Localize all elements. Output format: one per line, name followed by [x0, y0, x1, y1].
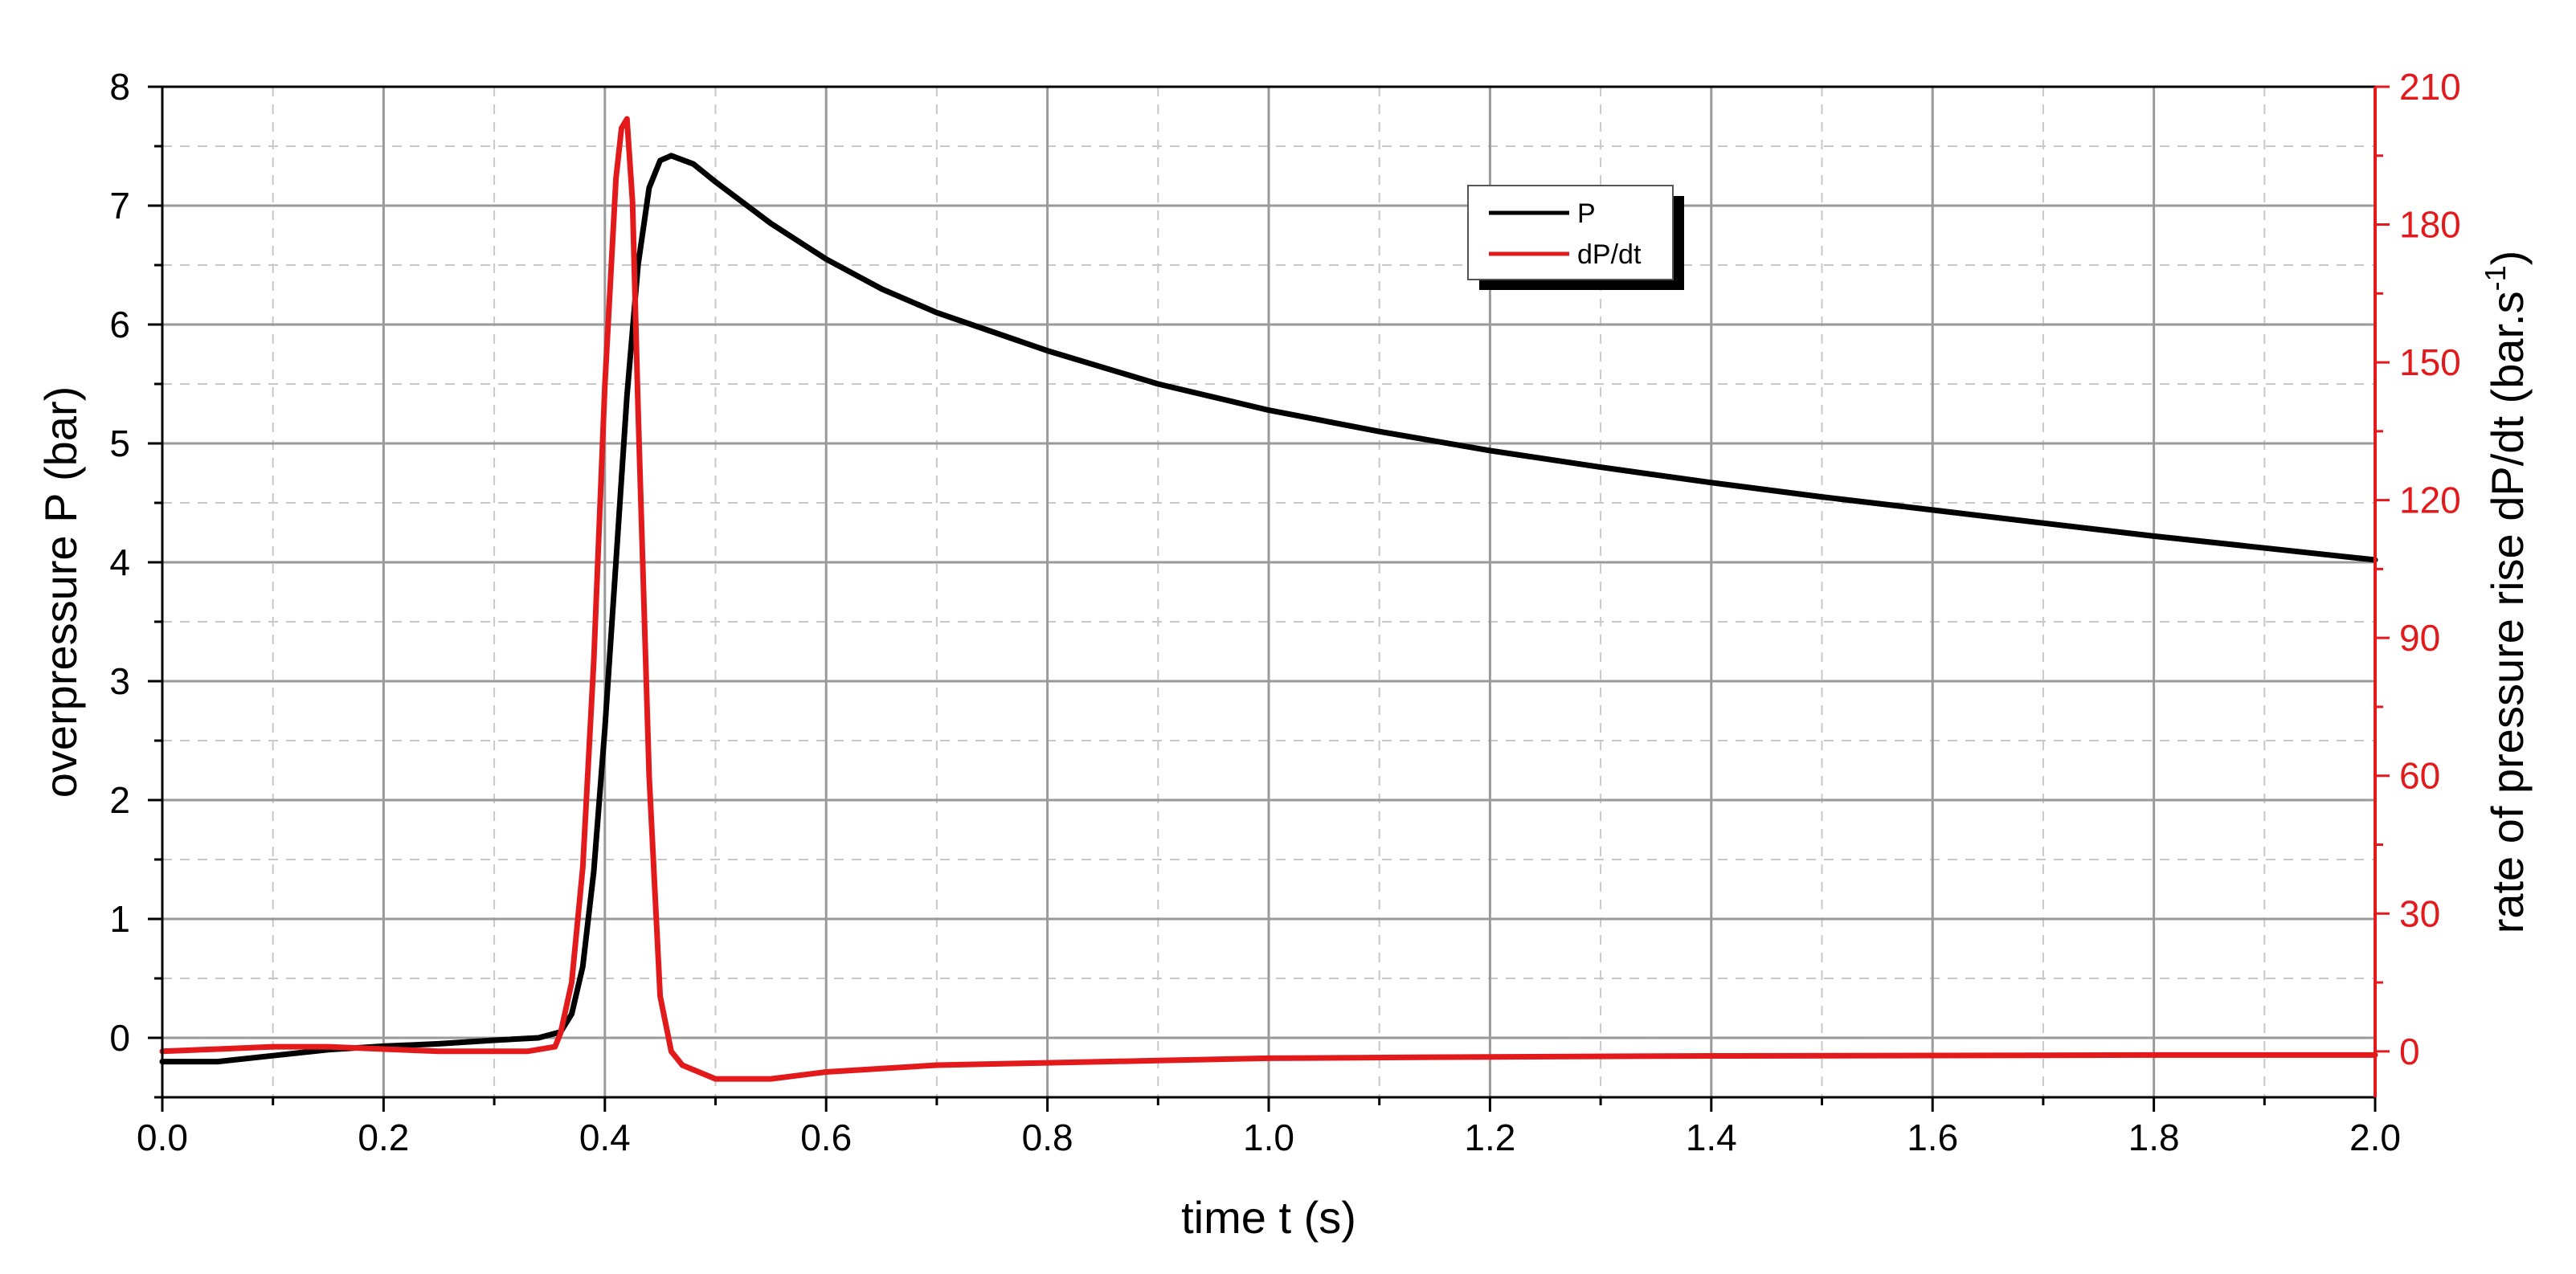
- y2-tick-label: 0: [2399, 1031, 2420, 1072]
- x-tick-label: 1.0: [1243, 1117, 1294, 1158]
- y-tick-label: 3: [109, 660, 130, 702]
- x-tick-label: 0.8: [1022, 1117, 1073, 1158]
- x-tick-label: 0.6: [800, 1117, 852, 1158]
- y-tick-label: 5: [109, 423, 130, 464]
- axis-ticks: [148, 85, 2390, 1112]
- series-line-dpdt: [159, 116, 2378, 1082]
- y2-tick-label: 90: [2399, 617, 2440, 659]
- y2-tick-label: 150: [2399, 341, 2461, 383]
- x-tick-label: 0.4: [579, 1117, 631, 1158]
- y2-tick-label: 120: [2399, 480, 2461, 521]
- x-tick-label: 2.0: [2349, 1117, 2401, 1158]
- x-tick-label: 1.6: [1907, 1117, 1958, 1158]
- y2-tick-label: 30: [2399, 892, 2440, 934]
- y-tick-label: 2: [109, 779, 130, 821]
- x-tick-label: 0.0: [137, 1117, 188, 1158]
- series-layer: [159, 116, 2378, 1082]
- y-tick-label: 4: [109, 541, 130, 583]
- tick-labels: 0.0 0.2 0.4 0.6 0.8 1.0 1.2 1.4 1.6 1.8 2.0 0 1 2 3 4 5 6…: [109, 66, 2460, 1158]
- x-tick-label: 1.2: [1464, 1117, 1515, 1158]
- y2-tick-label: 180: [2399, 204, 2461, 246]
- x-tick-label: 1.8: [2128, 1117, 2180, 1158]
- y-tick-label: 6: [109, 304, 130, 345]
- y-tick-label: 8: [109, 66, 130, 108]
- y2-tick-label: 210: [2399, 66, 2461, 108]
- series-line-p: [159, 153, 2378, 1065]
- y2-axis-title-main: rate of pressure rise dP/dt (bar.s: [2482, 291, 2533, 933]
- y2-axis-title-superscript: -1: [2479, 265, 2512, 291]
- y-axis-title: overpressure P (bar): [35, 386, 86, 798]
- x-axis-title: time t (s): [1181, 1192, 1356, 1243]
- legend-box: [1467, 185, 1674, 280]
- y2-tick-label: 60: [2399, 755, 2440, 797]
- y-tick-label: 1: [109, 898, 130, 940]
- legend-label-p: P: [1577, 198, 1596, 229]
- x-tick-label: 1.4: [1686, 1117, 1737, 1158]
- y2-axis-title-end: ): [2482, 251, 2533, 266]
- legend-label-dpdt: dP/dt: [1577, 239, 1642, 270]
- y2-axis-title: rate of pressure rise dP/dt (bar.s-1): [2479, 251, 2533, 934]
- legend: P dP/dt: [1467, 185, 1684, 290]
- y-tick-label: 7: [109, 185, 130, 227]
- x-tick-label: 0.2: [358, 1117, 409, 1158]
- y-tick-label: 0: [109, 1017, 130, 1059]
